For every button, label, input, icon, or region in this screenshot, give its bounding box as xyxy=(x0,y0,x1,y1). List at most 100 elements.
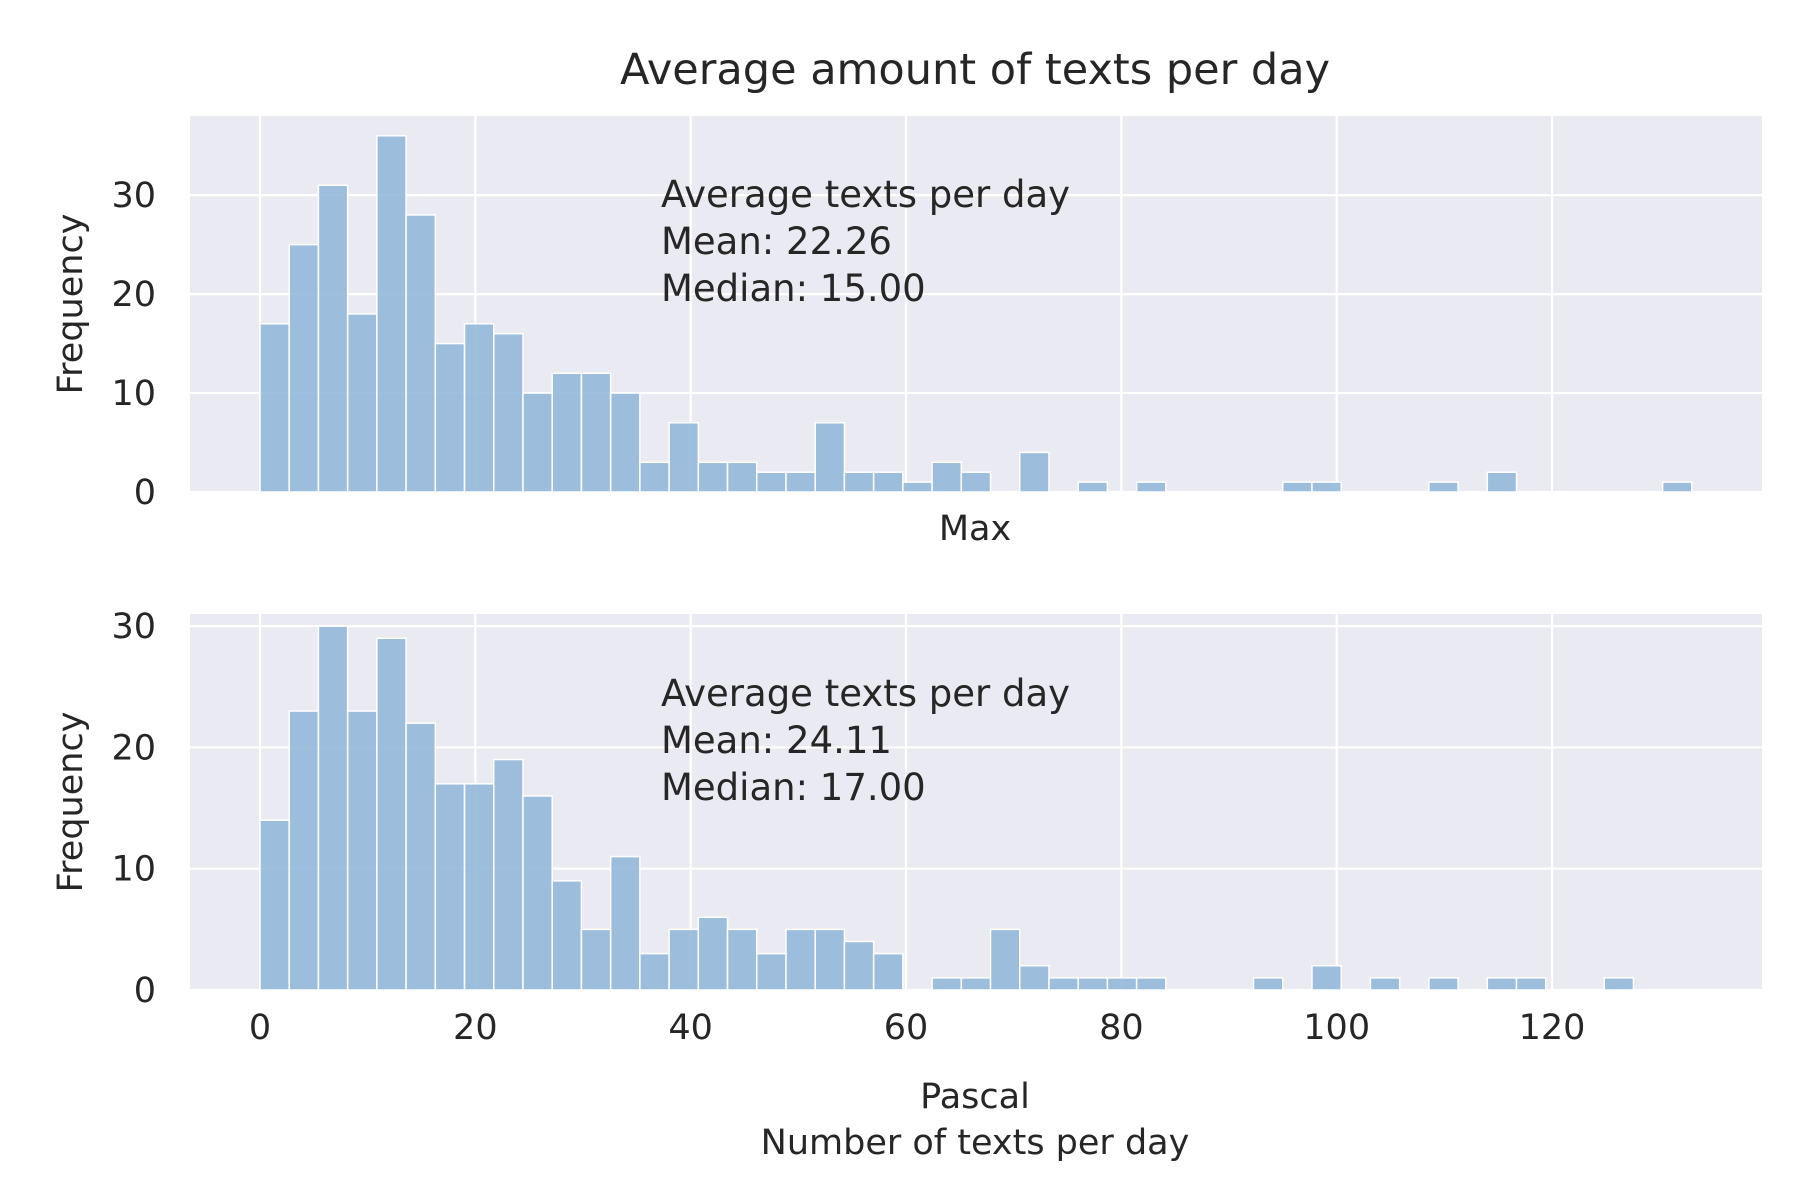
histogram-bar xyxy=(346,710,378,991)
histogram-bar xyxy=(756,952,787,991)
histogram-bar xyxy=(639,461,670,493)
histogram-bar xyxy=(785,471,816,493)
histogram-bar xyxy=(960,471,992,493)
histogram-bar xyxy=(1048,977,1079,991)
histogram-bar xyxy=(405,214,437,493)
top-bars xyxy=(259,135,1693,493)
histogram-bar xyxy=(931,461,963,493)
x-tick-label: 60 xyxy=(884,1008,929,1048)
y-tick-label: 0 xyxy=(134,473,156,513)
histogram-bar xyxy=(551,880,583,991)
histogram-bar xyxy=(1311,481,1342,493)
histogram-bar xyxy=(872,952,904,991)
x-tick-label: 100 xyxy=(1303,1008,1370,1048)
x-tick-label: 20 xyxy=(453,1008,498,1048)
histogram-bar xyxy=(1077,977,1109,991)
bottom-histogram-panel: 0 10 20 30 0 20 40 60 80 100 120 Pascal Number of… xyxy=(51,607,1762,1163)
histogram-bar xyxy=(434,783,466,991)
y-tick-label: 20 xyxy=(111,275,156,315)
x-tick-labels: 0 20 40 60 80 100 120 xyxy=(249,1008,1586,1048)
histogram-bar xyxy=(522,795,553,991)
histogram-bar xyxy=(756,471,787,493)
histogram-bar xyxy=(668,928,700,991)
histogram-bar xyxy=(1515,977,1547,991)
x-tick-label: 40 xyxy=(668,1008,713,1048)
histogram-bar xyxy=(609,392,641,493)
histogram-bar xyxy=(1019,451,1050,493)
top-annotation-line-3: Median: 15.00 xyxy=(661,267,926,310)
histogram-bar xyxy=(639,952,670,991)
histogram-bar xyxy=(697,916,729,991)
histogram-bar xyxy=(931,977,963,991)
histogram-bar xyxy=(843,471,875,493)
histogram-bar xyxy=(902,481,933,493)
top-x-axis-label: Max xyxy=(939,509,1011,549)
histogram-bar xyxy=(726,928,758,991)
histogram-bar xyxy=(1311,964,1342,991)
histogram-bar xyxy=(522,392,553,493)
y-tick-label: 10 xyxy=(111,850,156,890)
histogram-bar xyxy=(1019,964,1050,991)
top-stats-annotation: Average texts per day Mean: 22.26 Median… xyxy=(661,173,1082,310)
histogram-bar xyxy=(785,928,816,991)
top-y-axis-label: Frequency xyxy=(51,214,91,395)
histogram-bar xyxy=(259,323,290,493)
histogram-bar xyxy=(1486,977,1518,991)
histogram-bar xyxy=(551,372,583,493)
histogram-bar xyxy=(434,342,466,493)
histogram-bar xyxy=(317,625,349,991)
y-tick-label: 20 xyxy=(111,728,156,768)
y-tick-label: 0 xyxy=(134,971,156,1011)
top-y-tick-labels: 0 10 20 30 xyxy=(111,176,156,513)
top-histogram-panel: 0 10 20 30 Max Frequency Average texts per … xyxy=(51,116,1762,549)
histogram-bar xyxy=(346,313,378,493)
histogram-bar xyxy=(814,421,846,493)
histogram-bar xyxy=(1428,977,1459,991)
histogram-bar xyxy=(317,184,349,493)
bottom-annotation-line-2: Mean: 24.11 xyxy=(661,719,892,762)
y-tick-label: 30 xyxy=(111,607,156,647)
bottom-x-axis-label-line-1: Pascal xyxy=(920,1077,1030,1117)
bottom-stats-annotation: Average texts per day Mean: 24.11 Median… xyxy=(661,672,1082,809)
histogram-bar xyxy=(1077,481,1109,493)
histogram-bar xyxy=(580,928,612,991)
histogram-bar xyxy=(493,758,524,991)
bottom-annotation-line-3: Median: 17.00 xyxy=(661,766,926,809)
histogram-bar xyxy=(288,710,320,991)
histogram-bar xyxy=(1486,471,1518,493)
top-annotation-line-1: Average texts per day xyxy=(661,173,1070,216)
histogram-bar xyxy=(1603,977,1635,991)
histogram-bar xyxy=(259,819,290,991)
histogram-bar xyxy=(376,135,407,493)
histogram-bar xyxy=(463,323,495,493)
x-tick-label: 0 xyxy=(249,1008,271,1048)
histogram-bar xyxy=(1428,481,1459,493)
histogram-bar xyxy=(288,243,320,493)
histogram-bar xyxy=(493,332,524,493)
y-tick-label: 30 xyxy=(111,176,156,216)
bottom-y-axis-label: Frequency xyxy=(51,712,91,893)
x-tick-label: 120 xyxy=(1519,1008,1586,1048)
histogram-bar xyxy=(405,722,437,991)
histogram-bar xyxy=(1661,481,1693,493)
histogram-bar xyxy=(609,855,641,991)
histogram-bar xyxy=(668,421,700,493)
histogram-bar xyxy=(1369,977,1401,991)
y-tick-label: 10 xyxy=(111,374,156,414)
bottom-y-tick-labels: 0 10 20 30 xyxy=(111,607,156,1011)
histogram-bar xyxy=(580,372,612,493)
chart-title: Average amount of texts per day xyxy=(620,45,1330,95)
histogram-bar xyxy=(1252,977,1284,991)
histogram-bar xyxy=(1135,977,1167,991)
histogram-bar xyxy=(376,637,407,991)
bottom-x-axis-label-line-2: Number of texts per day xyxy=(761,1123,1190,1163)
histogram-bar xyxy=(726,461,758,493)
histogram-bar xyxy=(1135,481,1167,493)
histogram-bar xyxy=(463,783,495,991)
histogram-bar xyxy=(1106,977,1138,991)
histogram-bar xyxy=(1282,481,1313,493)
histogram-bar xyxy=(843,940,875,991)
histogram-bar xyxy=(989,928,1021,991)
histogram-bar xyxy=(814,928,846,991)
